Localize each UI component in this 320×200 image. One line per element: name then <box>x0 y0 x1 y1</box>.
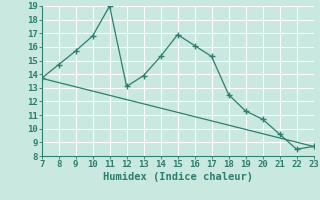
X-axis label: Humidex (Indice chaleur): Humidex (Indice chaleur) <box>103 172 252 182</box>
